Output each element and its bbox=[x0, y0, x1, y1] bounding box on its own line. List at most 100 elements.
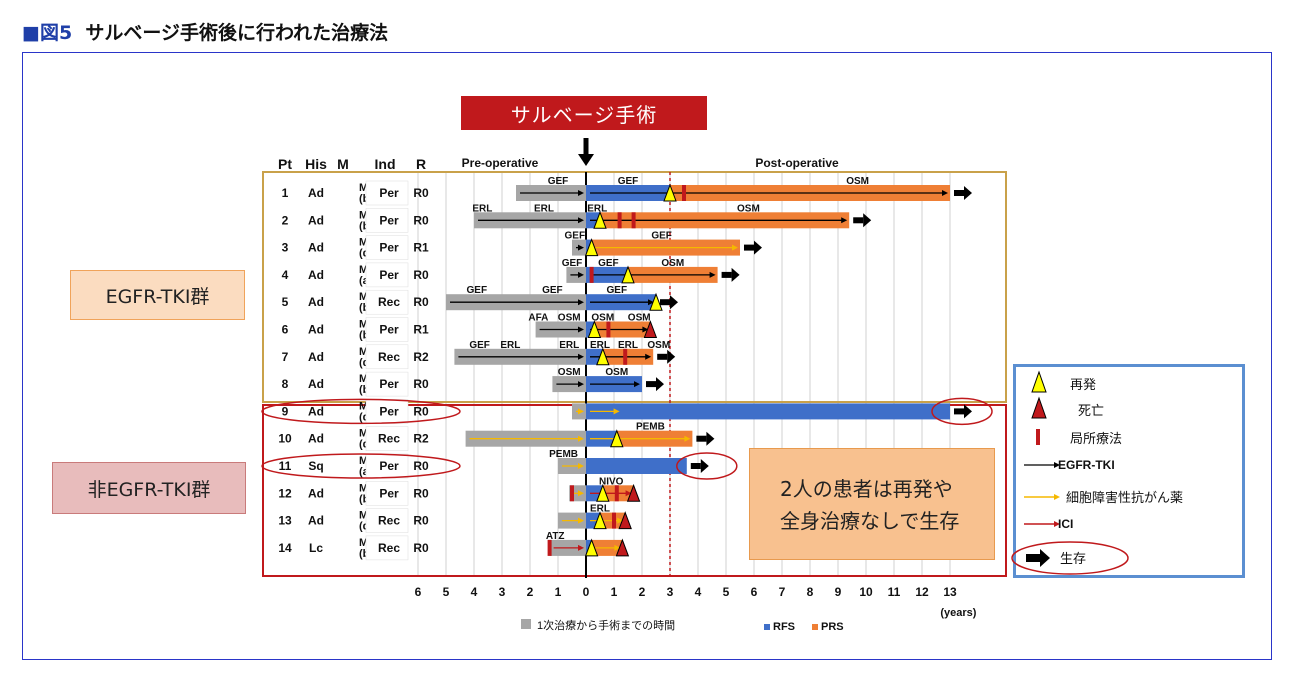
patient-resection: R0 bbox=[413, 514, 429, 528]
alive-arrow-head bbox=[754, 240, 762, 255]
alive-arrow-shaft bbox=[721, 271, 732, 278]
patient-indication: Per bbox=[379, 377, 399, 391]
recurrence-marker bbox=[593, 210, 607, 229]
recurrence-marker bbox=[621, 265, 635, 284]
drug-label: GEF bbox=[542, 285, 563, 296]
drug-label: ERL bbox=[590, 340, 610, 351]
postop-treatment-arrow-head bbox=[645, 353, 652, 360]
indication-cell bbox=[365, 481, 409, 506]
drug-label: AFA bbox=[528, 313, 548, 324]
alive-arrow-shaft bbox=[954, 408, 964, 415]
drug-label: OSM bbox=[591, 313, 614, 324]
x-axis-tick-label: 1 bbox=[611, 585, 618, 599]
alive-arrow-head bbox=[964, 186, 972, 200]
local-therapy-mark bbox=[682, 185, 686, 201]
patient-number: 9 bbox=[282, 404, 289, 418]
alive-arrow-head bbox=[706, 431, 715, 446]
death-marker bbox=[618, 511, 632, 530]
indication-cell bbox=[365, 180, 409, 206]
patient-resection: R0 bbox=[413, 377, 429, 391]
patient-histology: Ad bbox=[308, 213, 324, 227]
x-axis-tick-label: 3 bbox=[499, 585, 506, 599]
recurrence-marker bbox=[610, 429, 624, 448]
drug-label: GEF bbox=[618, 176, 639, 187]
preop-treatment-arrow-head bbox=[578, 408, 584, 415]
patient-resection: R0 bbox=[413, 541, 429, 555]
header-r: R bbox=[416, 156, 426, 172]
x-axis-tick-label: 2 bbox=[527, 585, 534, 599]
drug-label: ERL bbox=[559, 340, 579, 351]
callout-note: 2人の患者は再発や 全身治療なしで生存 bbox=[749, 448, 995, 560]
alive-arrow-shaft bbox=[853, 217, 864, 224]
indication-cell bbox=[365, 426, 409, 451]
drug-label: ERL bbox=[590, 504, 610, 515]
postop-treatment-arrow-head bbox=[942, 190, 948, 196]
patient-histology: Ad bbox=[308, 404, 324, 418]
patient-number: 3 bbox=[282, 241, 289, 255]
x-axis-tick-label: 5 bbox=[443, 585, 450, 599]
alive-arrow-head bbox=[700, 459, 709, 473]
header-m: M bbox=[337, 156, 349, 172]
header-his: His bbox=[305, 156, 327, 172]
local-therapy-mark bbox=[570, 485, 574, 502]
alive-arrow-shaft bbox=[657, 353, 668, 360]
salvage-surgery-label: サルベージ手術 bbox=[461, 96, 707, 130]
patient-number: 8 bbox=[282, 377, 289, 391]
recurrence-marker bbox=[596, 347, 610, 366]
x-axis-tick-label: 10 bbox=[859, 585, 873, 599]
patient-indication: Rec bbox=[378, 541, 400, 555]
preop-treatment-arrow-head bbox=[578, 435, 584, 442]
postop-treatment-arrow-head bbox=[617, 517, 624, 524]
drug-label: GEF bbox=[607, 285, 628, 296]
postop-treatment-arrow-head bbox=[709, 271, 716, 278]
recurrence-marker bbox=[587, 320, 602, 338]
preop-treatment-arrow-head bbox=[578, 353, 584, 360]
legend-box bbox=[1013, 364, 1245, 578]
x-axis-tick-label: 3 bbox=[667, 585, 674, 599]
alive-arrow-head bbox=[731, 267, 740, 282]
title-marker: ■ bbox=[22, 22, 40, 44]
alive-arrow-shaft bbox=[690, 463, 701, 469]
surgery-arrow-head bbox=[578, 154, 594, 166]
alive-arrow-head bbox=[964, 404, 972, 419]
bottom-legend-prs-swatch bbox=[812, 624, 818, 630]
patient-histology: Sq bbox=[308, 459, 323, 473]
highlight-ellipse-pt9 bbox=[261, 398, 461, 425]
local-therapy-mark bbox=[612, 512, 616, 529]
patient-resection: R2 bbox=[413, 350, 429, 364]
rfs-bar bbox=[586, 458, 687, 474]
x-axis-tick-label: 11 bbox=[888, 585, 901, 599]
header-postoperative: Post-operative bbox=[755, 156, 839, 170]
patient-histology: Lc bbox=[309, 541, 323, 555]
indication-cell bbox=[365, 208, 409, 233]
patient-histology: Ad bbox=[308, 377, 324, 391]
patient-number: 11 bbox=[279, 459, 292, 473]
patient-resection: R2 bbox=[413, 432, 429, 446]
indication-cell bbox=[365, 235, 409, 260]
patient-resection: R1 bbox=[413, 241, 429, 255]
x-axis-tick-label: 1 bbox=[555, 585, 562, 599]
x-axis-tick-label: 4 bbox=[695, 585, 702, 599]
preop-treatment-arrow-head bbox=[578, 517, 584, 524]
drug-label: GEF bbox=[598, 258, 619, 269]
drug-label: PEMB bbox=[549, 449, 578, 460]
indication-cell bbox=[365, 344, 409, 370]
patient-indication: Per bbox=[379, 268, 399, 282]
header-ind: Ind bbox=[375, 156, 396, 172]
drug-label: OSM bbox=[661, 258, 684, 269]
postop-treatment-arrow-head bbox=[634, 381, 640, 388]
drug-label: OSM bbox=[558, 313, 581, 324]
local-therapy-mark bbox=[614, 485, 619, 502]
bottom-legend-prs-label: PRS bbox=[821, 621, 844, 633]
alive-arrow-shaft bbox=[646, 381, 656, 388]
indication-cell bbox=[365, 535, 409, 561]
patient-number: 4 bbox=[282, 268, 289, 282]
drug-label: ERL bbox=[472, 203, 492, 214]
alive-arrow-shaft bbox=[696, 435, 707, 442]
x-axis-tick-label: 4 bbox=[471, 585, 478, 599]
patient-indication: Per bbox=[379, 404, 399, 418]
drug-label: NIVO bbox=[599, 476, 624, 487]
drug-label: OSM bbox=[647, 340, 670, 351]
drug-label: GEF bbox=[469, 340, 490, 351]
